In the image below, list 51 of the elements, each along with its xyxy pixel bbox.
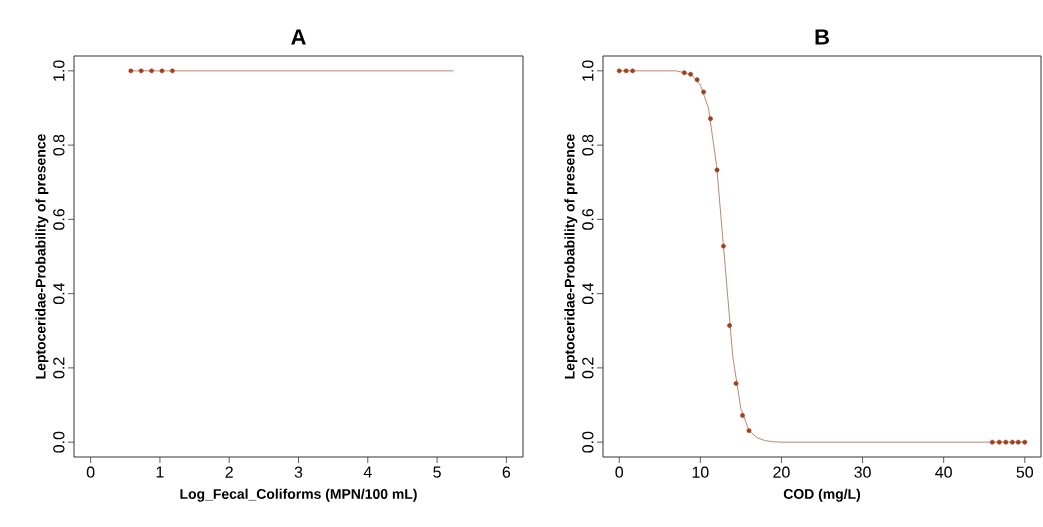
point [746, 428, 752, 434]
x-tick-label: 30 [854, 466, 871, 478]
point [733, 381, 739, 386]
x-tick-label: 0 [86, 466, 95, 478]
x-axis-title: COD (mg/L) [783, 488, 861, 502]
point [1015, 439, 1021, 445]
point [688, 71, 694, 77]
x-tick-label: 0 [615, 466, 624, 478]
point [630, 68, 636, 74]
y-tick-label: 0.8 [582, 134, 594, 156]
point [996, 439, 1002, 445]
x-tick-label: 10 [692, 466, 709, 478]
point [721, 243, 726, 249]
x-tick-label: 50 [1016, 466, 1034, 478]
point [694, 77, 700, 83]
y-tick-label: 1.0 [53, 60, 65, 81]
x-tick-label: 20 [773, 466, 790, 478]
point [701, 89, 706, 95]
y-tick-label: 1.0 [582, 60, 594, 81]
y-axis-title: Leptoceridae-Probability of presence [564, 134, 578, 379]
x-tick-label: 5 [433, 466, 441, 478]
point [714, 167, 720, 173]
x-tick-label: 2 [225, 466, 233, 478]
x-tick-label: 6 [502, 466, 511, 478]
y-tick-label: 0.6 [53, 209, 65, 230]
y-tick-label: 0.2 [53, 357, 65, 379]
x-tick-label: 1 [156, 466, 164, 478]
x-axis-title: Log_Fecal_Coliforms (MPN/100 mL) [180, 488, 417, 502]
y-tick-label: 0.4 [582, 283, 594, 305]
point [708, 116, 713, 122]
point [1022, 439, 1028, 445]
y-axis-title: Leptoceridae-Probability of presence [35, 134, 49, 379]
point [1003, 439, 1009, 445]
point [1009, 439, 1015, 445]
chart-title: A [291, 29, 306, 45]
y-tick-label: 0.0 [582, 431, 594, 453]
y-tick-label: 0.2 [582, 357, 594, 379]
point [681, 70, 687, 76]
x-tick-label: 4 [363, 466, 372, 478]
point [727, 323, 732, 328]
chart-title: B [815, 29, 829, 45]
y-tick-label: 0.0 [53, 431, 65, 453]
y-tick-label: 0.6 [582, 209, 594, 230]
point [740, 413, 745, 418]
point [989, 439, 995, 445]
y-tick-label: 0.8 [53, 134, 65, 156]
point [623, 68, 629, 74]
x-tick-label: 3 [294, 466, 303, 478]
y-tick-label: 0.4 [53, 283, 65, 305]
point [616, 68, 622, 74]
x-tick-label: 40 [935, 466, 952, 478]
